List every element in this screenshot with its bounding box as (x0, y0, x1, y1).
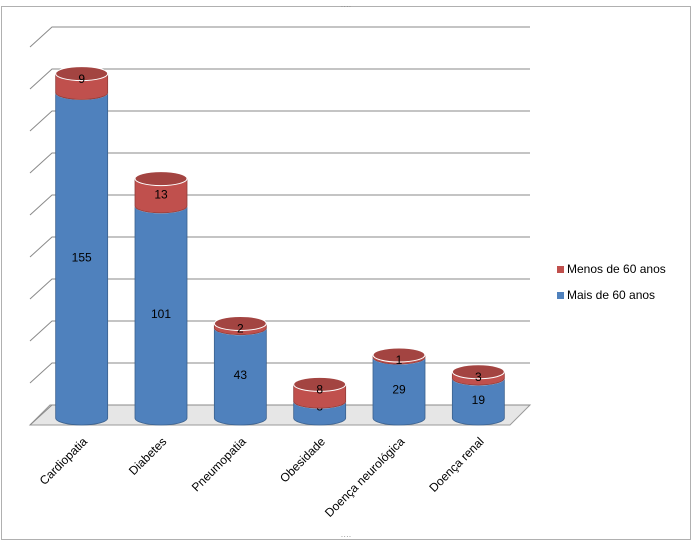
grid-line (29, 152, 530, 174)
grid-line (29, 362, 530, 384)
legend-label: Mais de 60 anos (567, 288, 655, 302)
bar-top (213, 316, 267, 331)
data-label: 43 (234, 368, 248, 382)
resize-handle[interactable]: ···· (341, 532, 352, 541)
data-label: 2 (237, 322, 244, 336)
bar-top (372, 347, 426, 363)
bar-top (293, 376, 347, 392)
data-label: 13 (154, 187, 168, 201)
grid-line (29, 26, 530, 48)
legend-swatch (557, 266, 564, 273)
grid-line (29, 68, 530, 90)
grid-line (29, 236, 530, 258)
bar-top (134, 171, 188, 187)
data-label: 1 (396, 353, 403, 367)
grid-line (29, 278, 530, 300)
resize-handle[interactable]: ···· (341, 2, 352, 11)
data-label: 3 (475, 370, 482, 384)
data-label: 8 (316, 383, 323, 397)
grid-line (29, 194, 530, 216)
bar-top (55, 66, 109, 82)
legend-swatch (557, 292, 564, 299)
data-label: 19 (472, 393, 486, 407)
legend-label: Menos de 60 anos (567, 262, 666, 276)
chart-frame (1, 6, 691, 540)
bar-top (451, 364, 505, 380)
data-label: 101 (151, 307, 171, 321)
grid-line (29, 320, 530, 342)
data-label: 155 (72, 250, 92, 264)
data-label: 29 (392, 383, 406, 397)
data-label: 9 (78, 72, 85, 86)
grid-line (29, 404, 530, 426)
grid-line (29, 110, 530, 132)
